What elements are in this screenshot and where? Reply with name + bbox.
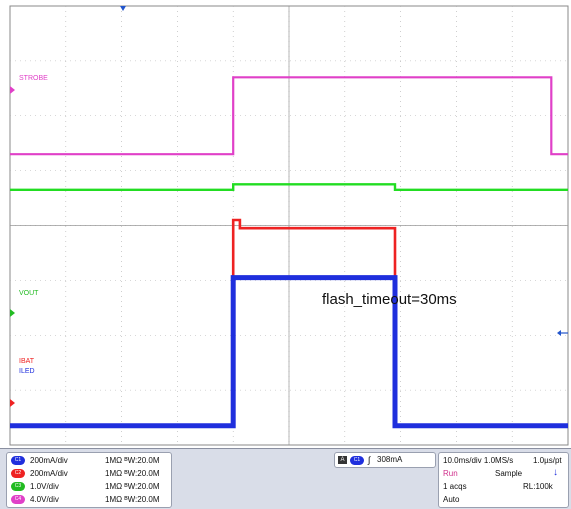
trigger-position-marker xyxy=(120,6,126,11)
oscilloscope-plot: STROBE VOUT IBAT ILED flash_timeout=30ms xyxy=(9,5,569,446)
channel-badge-c2: C2 xyxy=(11,469,25,478)
annotation-flash-timeout: flash_timeout=30ms xyxy=(322,291,457,308)
channel-coupling-c1: 1MΩ ᴮW:20.0M xyxy=(105,456,160,465)
channel-coupling-c2: 1MΩ ᴮW:20.0M xyxy=(105,469,160,478)
run-state: Run xyxy=(443,469,458,478)
timebase: 10.0ms/div 1.0MS/s xyxy=(443,456,514,465)
channel-row-c3[interactable]: C3 1.0V/div 1MΩ ᴮW:20.0M xyxy=(11,481,171,493)
channel-coupling-c4: 1MΩ ᴮW:20.0M xyxy=(105,495,160,504)
channel-scale-c1: 200mA/div xyxy=(30,456,68,465)
trigger-level-arrow xyxy=(557,330,568,336)
channel-badge-c3: C3 xyxy=(11,482,25,491)
trigger-source-badge: C1 xyxy=(350,456,364,465)
channel-row-c1[interactable]: C1 200mA/div 1MΩ ᴮW:20.0M xyxy=(11,455,171,467)
traces xyxy=(10,76,568,429)
channel-label-vout: VOUT xyxy=(19,290,39,297)
trace-iled xyxy=(10,275,568,429)
trigger-panel[interactable]: A C1 ∫ 308mA xyxy=(334,452,436,468)
channel-label-iled: ILED xyxy=(19,368,35,375)
channel-scale-c2: 200mA/div xyxy=(30,469,68,478)
record-length: RL:100k xyxy=(523,482,553,491)
channel-badge-c4: C4 xyxy=(11,495,25,504)
trigger-a-badge: A xyxy=(338,456,347,464)
channel-scale-c4: 4.0V/div xyxy=(30,495,59,504)
vout-ground-marker xyxy=(10,309,15,317)
acquisition-mode: Sample xyxy=(495,469,523,478)
channel-settings-panel[interactable]: C1 200mA/div 1MΩ ᴮW:20.0M C2 200mA/div 1… xyxy=(6,452,172,508)
horizontal-panel[interactable]: 10.0ms/div 1.0MS/s 1.0µs/pt Run Sample ↓… xyxy=(438,452,569,508)
channel-label-strobe: STROBE xyxy=(19,75,48,82)
acquisition-arrow-icon: ↓ xyxy=(553,467,558,478)
trace-vout xyxy=(10,183,568,191)
trigger-level: 308mA xyxy=(377,455,403,464)
channel-label-ibat: IBAT xyxy=(19,358,35,365)
channel-scale-c3: 1.0V/div xyxy=(30,482,59,491)
channel-badge-c1: C1 xyxy=(11,456,25,465)
status-bar: C1 200mA/div 1MΩ ᴮW:20.0M C2 200mA/div 1… xyxy=(0,448,571,509)
channel-labels: STROBE VOUT IBAT ILED xyxy=(19,75,48,375)
strobe-ground-marker xyxy=(10,86,15,94)
trigger-mode: Auto xyxy=(443,495,460,504)
rising-edge-icon: ∫ xyxy=(368,455,371,465)
resolution: 1.0µs/pt xyxy=(533,456,562,465)
acquisition-count: 1 acqs xyxy=(443,482,467,491)
channel-row-c4[interactable]: C4 4.0V/div 1MΩ ᴮW:20.0M xyxy=(11,494,171,506)
channel-coupling-c3: 1MΩ ᴮW:20.0M xyxy=(105,482,160,491)
ibat-ground-marker xyxy=(10,399,15,407)
trace-strobe xyxy=(10,76,568,156)
channel-row-c2[interactable]: C2 200mA/div 1MΩ ᴮW:20.0M xyxy=(11,468,171,480)
